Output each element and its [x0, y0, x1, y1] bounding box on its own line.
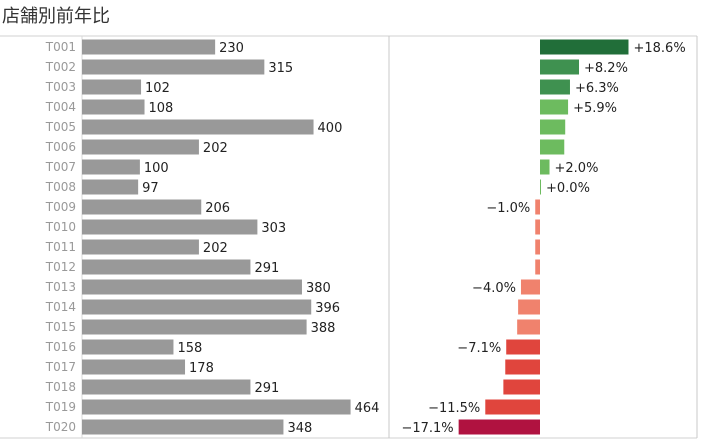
category-tick-label: T010 — [45, 220, 76, 234]
category-tick-label: T016 — [45, 340, 76, 354]
yoy-change-bar-chart: +18.6% +8.2% +6.3% +5.9% +2.0% +0.0% −1.0% −4.0… — [401, 39, 686, 436]
change-bar — [540, 39, 629, 55]
value-bar — [82, 259, 251, 275]
category-tick-label: T003 — [45, 80, 76, 94]
change-data-label: −17.1% — [401, 421, 453, 436]
chart-title: 店舗別前年比 — [2, 6, 110, 27]
category-tick-label: T014 — [45, 300, 76, 314]
value-bar — [82, 99, 145, 115]
change-bar — [540, 59, 580, 75]
value-bar — [82, 159, 140, 175]
change-bar — [458, 419, 540, 435]
change-bar — [535, 259, 540, 275]
value-bar — [82, 279, 302, 295]
category-tick-label: T004 — [45, 100, 76, 114]
change-bar — [535, 199, 540, 215]
value-data-label: 400 — [318, 121, 343, 136]
category-tick-label: T005 — [45, 120, 76, 134]
change-bar — [485, 399, 540, 415]
value-data-label: 388 — [311, 321, 336, 336]
chart-frame — [0, 35, 698, 439]
change-data-label: +2.0% — [555, 161, 599, 176]
change-bar — [540, 79, 570, 95]
value-data-label: 178 — [189, 361, 214, 376]
value-bar — [82, 59, 265, 75]
value-data-label: 464 — [355, 401, 380, 416]
change-bar — [540, 99, 569, 115]
category-tick-label: T017 — [45, 360, 76, 374]
change-data-label: +5.9% — [573, 101, 617, 116]
category-tick-label: T008 — [45, 180, 76, 194]
change-bar — [505, 359, 540, 375]
change-bar — [506, 339, 540, 355]
value-bar — [82, 299, 312, 315]
category-tick-label: T009 — [45, 200, 76, 214]
value-data-label: 396 — [315, 301, 340, 316]
change-data-label: +6.3% — [575, 81, 619, 96]
change-data-label: +0.0% — [546, 181, 590, 196]
category-tick-label: T001 — [45, 40, 76, 54]
category-tick-label: T002 — [45, 60, 76, 74]
change-data-label: −11.5% — [428, 401, 480, 416]
change-bar — [540, 159, 550, 175]
value-bar — [82, 359, 186, 375]
value-bar — [82, 39, 216, 55]
category-tick-label: T006 — [45, 140, 76, 154]
value-data-label: 202 — [203, 141, 228, 156]
value-data-label: 230 — [219, 41, 244, 56]
value-bar — [82, 139, 199, 155]
change-bar — [540, 179, 541, 195]
value-data-label: 206 — [205, 201, 230, 216]
change-bar — [517, 319, 540, 335]
value-bar — [82, 239, 199, 255]
change-bar — [540, 119, 566, 135]
category-tick-label: T018 — [45, 380, 76, 394]
value-bar — [82, 79, 142, 95]
value-data-label: 303 — [261, 221, 286, 236]
change-bar — [503, 379, 540, 395]
value-bar — [82, 119, 314, 135]
value-bar — [82, 399, 351, 415]
value-data-label: 158 — [177, 341, 202, 356]
category-tick-label: T015 — [45, 320, 76, 334]
value-data-label: 108 — [149, 101, 174, 116]
value-data-label: 348 — [287, 421, 312, 436]
value-bar — [82, 219, 258, 235]
change-bar — [535, 219, 540, 235]
value-data-label: 202 — [203, 241, 228, 256]
value-bar — [82, 199, 202, 215]
change-data-label: −4.0% — [472, 281, 516, 296]
value-data-label: 291 — [254, 261, 279, 276]
value-bar — [82, 339, 174, 355]
value-data-label: 315 — [268, 61, 293, 76]
category-tick-label: T007 — [45, 160, 76, 174]
change-data-label: +18.6% — [633, 41, 685, 56]
category-tick-label: T012 — [45, 260, 76, 274]
value-bar — [82, 319, 307, 335]
value-bar — [82, 379, 251, 395]
value-bar — [82, 179, 139, 195]
change-bar — [535, 239, 540, 255]
value-bar — [82, 419, 284, 435]
change-data-label: −7.1% — [457, 341, 501, 356]
category-tick-label: T013 — [45, 280, 76, 294]
category-tick-label: T011 — [45, 240, 76, 254]
category-tick-label: T020 — [45, 420, 76, 434]
change-bar — [520, 279, 540, 295]
category-tick-label: T019 — [45, 400, 76, 414]
value-data-label: 97 — [142, 181, 159, 196]
value-data-label: 380 — [306, 281, 331, 296]
change-data-label: +8.2% — [584, 61, 628, 76]
value-data-label: 291 — [254, 381, 279, 396]
change-bar — [540, 139, 565, 155]
value-data-label: 100 — [144, 161, 169, 176]
store-values-bar-chart: T001 230 T002 315 T003 102 T004 108 T005 400 T006 2… — [45, 39, 380, 436]
change-bar — [518, 299, 540, 315]
value-data-label: 102 — [145, 81, 170, 96]
change-data-label: −1.0% — [486, 201, 530, 216]
